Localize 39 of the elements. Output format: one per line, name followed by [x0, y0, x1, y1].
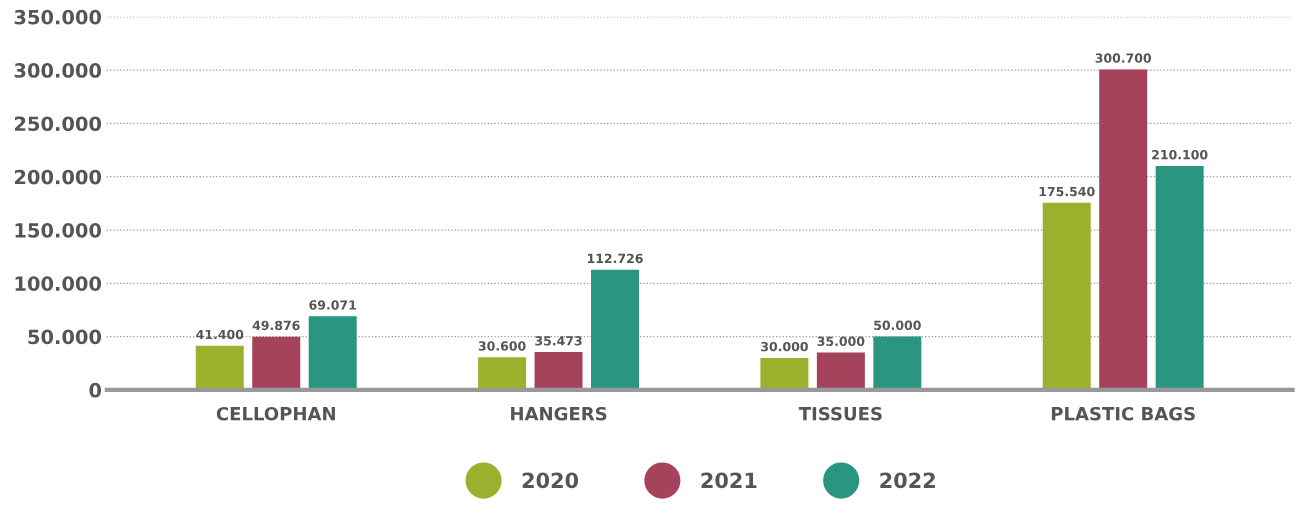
data-label: 175.540 [1039, 186, 1095, 197]
data-label: 210.100 [1152, 149, 1208, 160]
data-label: 300.700 [1095, 53, 1152, 63]
y-tick-label: 0 [89, 382, 102, 398]
data-label: 112.726 [587, 253, 643, 264]
data-label: 50.000 [874, 320, 921, 331]
legend-label: 2022 [880, 472, 935, 489]
data-label: 41.400 [196, 329, 244, 340]
bar [308, 316, 357, 390]
y-tick-label: 100.000 [15, 276, 102, 291]
bar [1155, 165, 1204, 390]
bar [252, 336, 301, 390]
y-tick-label: 200.000 [14, 169, 102, 185]
x-tick-label: HANGERS [511, 406, 607, 421]
x-tick-label: TISSUES [798, 406, 882, 421]
data-label: 30.600 [478, 341, 526, 351]
bar [478, 357, 527, 390]
bar [195, 345, 244, 390]
y-tick-label: 350.000 [14, 9, 102, 25]
data-label: 49.876 [252, 320, 300, 331]
x-tick-label: CELLOPHAN [216, 406, 335, 421]
y-tick-label: 150.000 [15, 222, 102, 238]
y-tick-label: 50.000 [28, 329, 102, 345]
bar [1099, 69, 1148, 390]
data-label: 69.071 [309, 300, 356, 310]
bar [591, 269, 640, 390]
bar [1042, 202, 1091, 390]
legend-label: 2021 [701, 472, 757, 489]
y-tick-label: 250.000 [14, 116, 102, 132]
bar [873, 336, 922, 390]
legend-label: 2020 [522, 472, 579, 489]
data-label: 35.473 [535, 336, 582, 346]
bar [534, 352, 583, 390]
y-tick-label: 300.000 [14, 63, 102, 78]
bar [816, 352, 865, 390]
bar [760, 357, 809, 390]
x-tick-label: PLASTIC BAGS [1051, 406, 1195, 421]
data-label: 30.000 [761, 341, 808, 352]
data-label: 35.000 [817, 336, 865, 346]
